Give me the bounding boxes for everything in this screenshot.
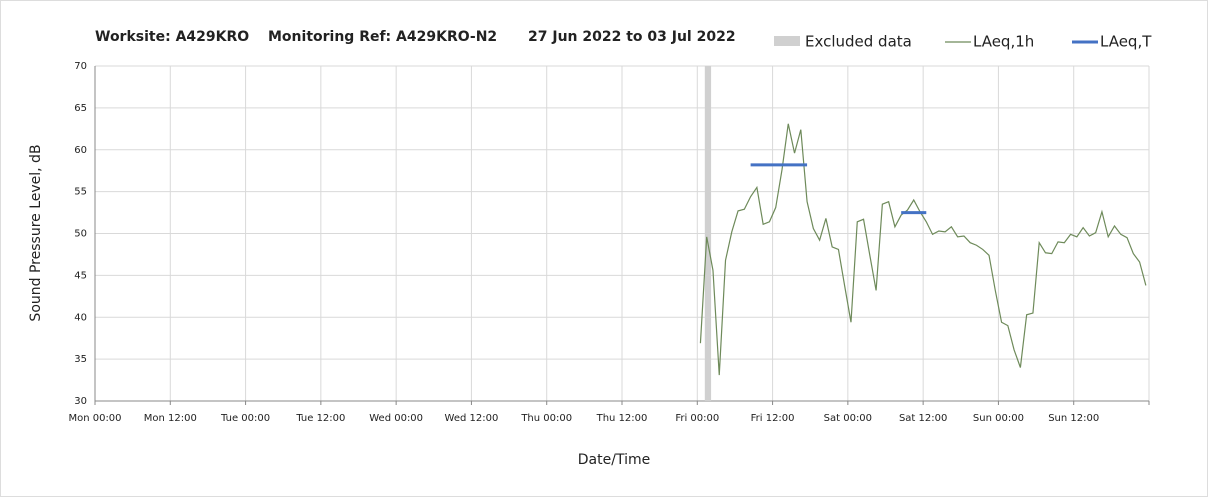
- y-tick-label: 50: [74, 229, 87, 240]
- title-worksite: Worksite: A429KRO: [95, 29, 249, 45]
- legend-label: LAeq,T: [1100, 33, 1152, 51]
- x-tick-label: Sat 12:00: [899, 413, 947, 424]
- x-tick-label: Tue 12:00: [295, 413, 345, 424]
- x-axis-label: Date/Time: [578, 452, 650, 468]
- x-tick-label: Tue 00:00: [220, 413, 270, 424]
- y-tick-label: 65: [74, 103, 87, 114]
- y-tick-label: 30: [74, 396, 87, 407]
- y-tick-label: 60: [74, 145, 87, 156]
- x-tick-label: Fri 00:00: [675, 413, 719, 424]
- x-tick-label: Wed 12:00: [445, 413, 499, 424]
- x-tick-label: Mon 12:00: [144, 413, 197, 424]
- line-series: [699, 123, 1147, 376]
- y-axis-label: Sound Pressure Level, dB: [28, 144, 44, 321]
- y-tick-label: 40: [74, 312, 87, 323]
- legend-swatch: [774, 36, 800, 46]
- title-dates: 27 Jun 2022 to 03 Jul 2022: [528, 29, 736, 45]
- title-ref: Monitoring Ref: A429KRO-N2: [268, 29, 497, 45]
- x-tick-label: Thu 00:00: [520, 413, 572, 424]
- x-tick-label: Fri 12:00: [751, 413, 795, 424]
- x-tick-label: Mon 00:00: [68, 413, 121, 424]
- x-tick-label: Sun 00:00: [973, 413, 1024, 424]
- x-tick-label: Thu 12:00: [596, 413, 648, 424]
- y-tick-label: 45: [74, 270, 87, 281]
- x-tick-label: Sun 12:00: [1048, 413, 1099, 424]
- excluded-band: [704, 66, 712, 401]
- legend-label: Excluded data: [805, 33, 912, 51]
- y-tick-label: 35: [74, 354, 87, 365]
- x-tick-label: Wed 00:00: [369, 413, 423, 424]
- x-tick-label: Sat 00:00: [824, 413, 872, 424]
- y-tick-label: 55: [74, 187, 87, 198]
- legend-label: LAeq,1h: [973, 33, 1034, 51]
- y-tick-label: 70: [74, 61, 87, 72]
